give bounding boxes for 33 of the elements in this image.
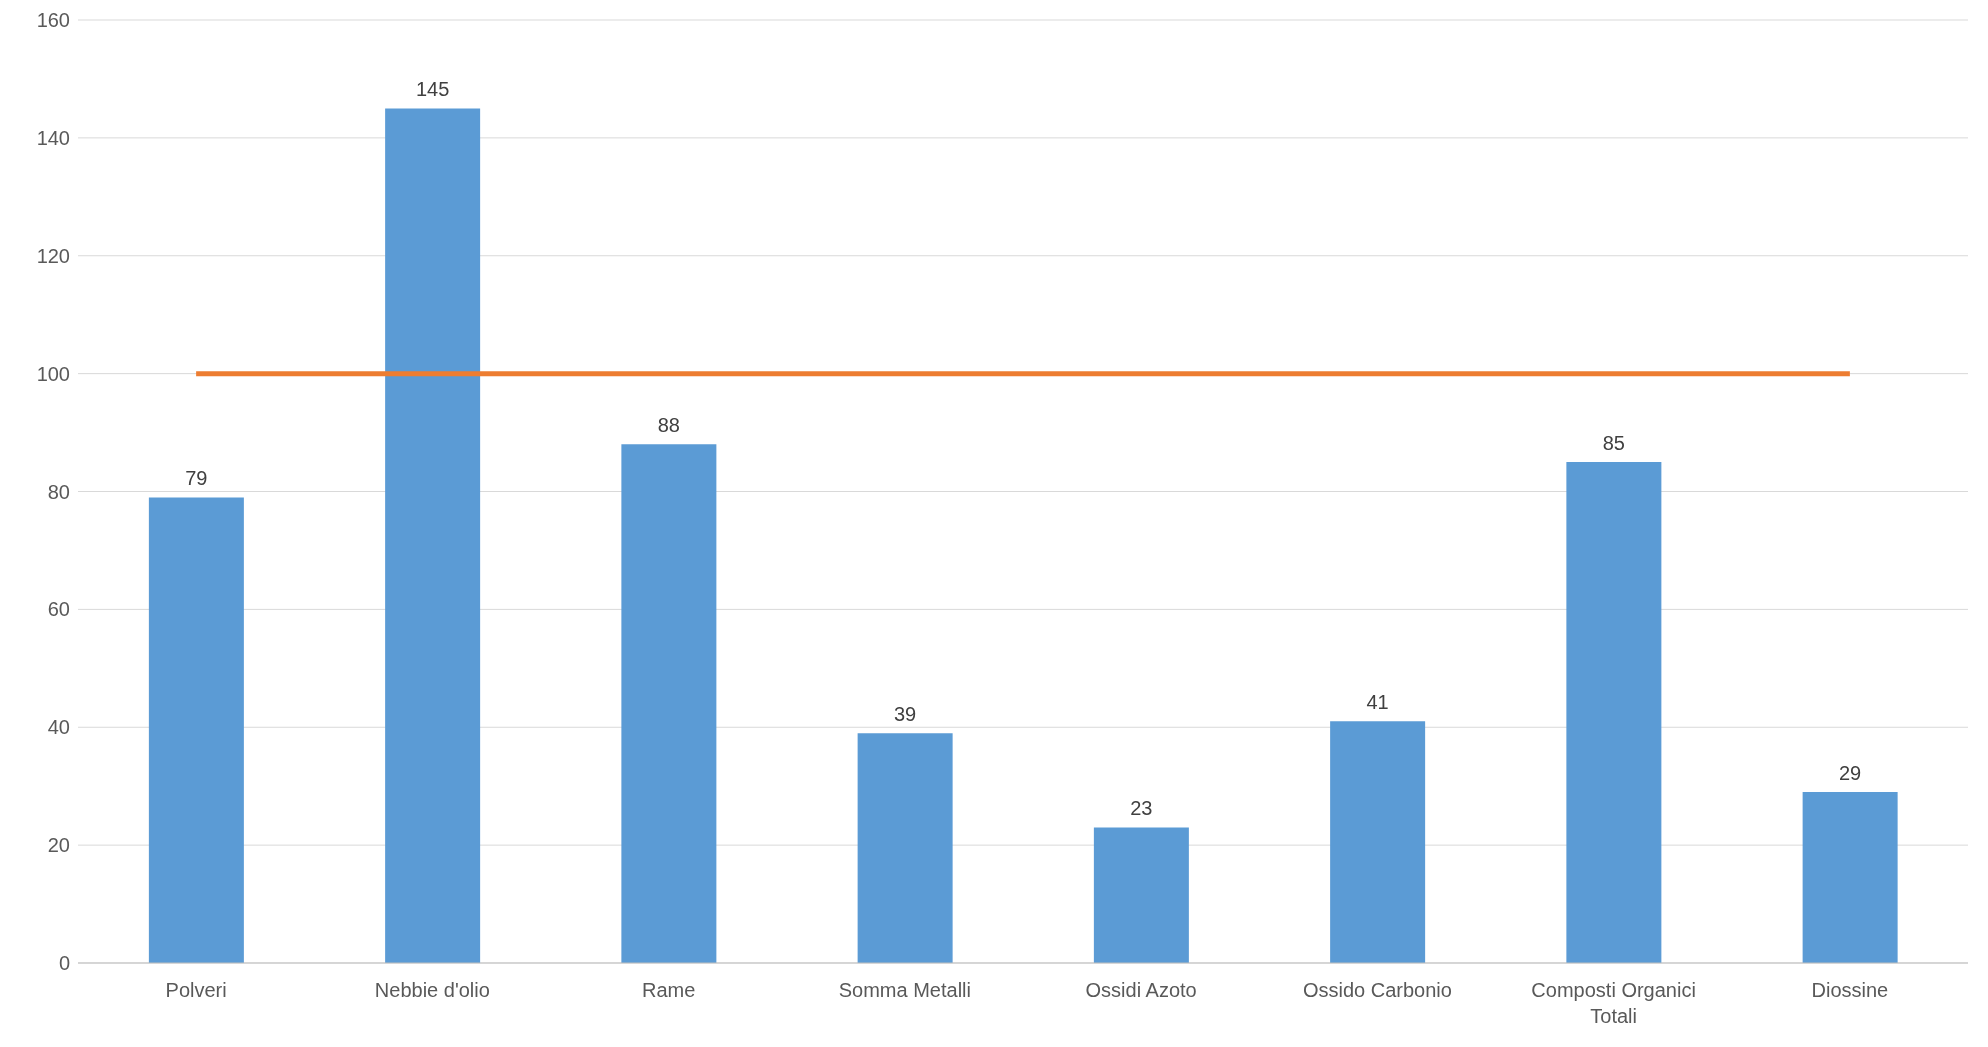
bar — [1330, 721, 1426, 963]
y-tick-label: 40 — [47, 716, 70, 739]
data-label: 41 — [1366, 691, 1389, 714]
data-label: 88 — [657, 414, 680, 437]
bar — [1093, 827, 1189, 963]
data-label: 85 — [1602, 432, 1625, 455]
y-tick-label: 80 — [47, 480, 70, 503]
x-tick-label: Nebbie d'olio — [374, 979, 490, 1001]
bar — [1566, 462, 1662, 963]
data-label: 145 — [415, 78, 450, 101]
x-tick-label: Composti Organici Totali — [1531, 979, 1696, 1027]
y-tick-label: 60 — [47, 598, 70, 621]
y-tick-label: 160 — [36, 9, 70, 32]
bar — [621, 444, 717, 963]
bar — [1802, 792, 1898, 963]
y-tick-label: 120 — [36, 244, 70, 267]
bar — [857, 733, 953, 963]
y-tick-label: 140 — [36, 126, 70, 149]
y-tick-label: 100 — [36, 362, 70, 385]
x-tick-label: Ossido Carbonio — [1302, 979, 1452, 1001]
x-tick-label: Diossine — [1811, 979, 1889, 1001]
x-tick-label: Polveri — [165, 979, 227, 1001]
data-label: 79 — [185, 467, 208, 490]
x-tick-label: Ossidi Azoto — [1085, 979, 1197, 1001]
y-tick-label: 0 — [58, 952, 70, 975]
data-label: 29 — [1839, 762, 1862, 785]
bar — [385, 108, 481, 963]
bar — [148, 497, 244, 963]
y-tick-label: 20 — [47, 834, 70, 857]
x-tick-label: Rame — [641, 979, 696, 1001]
data-label: 39 — [894, 703, 917, 726]
data-label: 23 — [1130, 797, 1153, 820]
x-tick-label: Somma Metalli — [838, 979, 972, 1001]
